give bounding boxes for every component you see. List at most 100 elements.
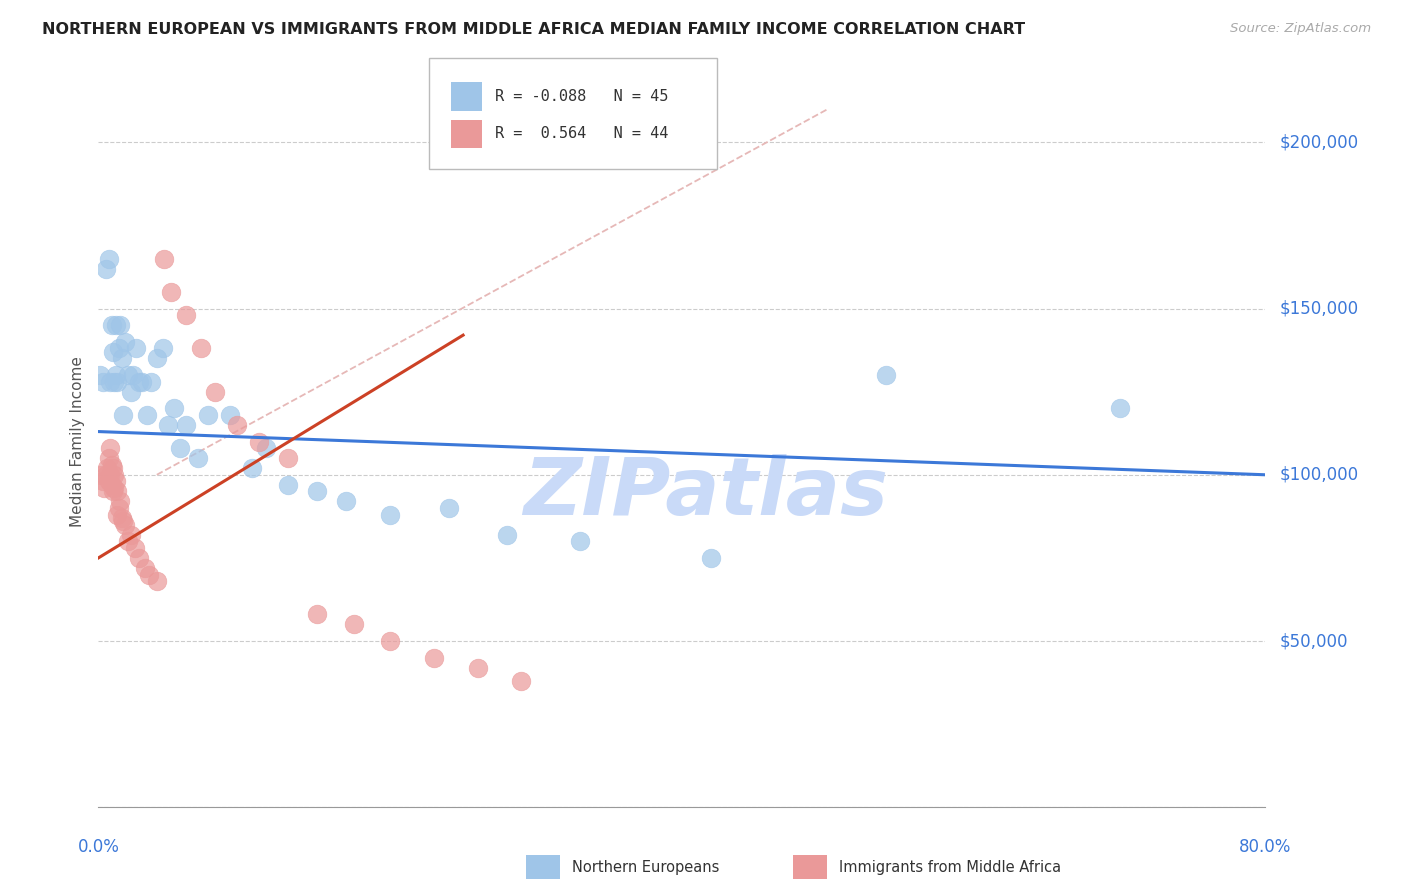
Point bbox=[875, 368, 897, 382]
Point bbox=[380, 634, 402, 648]
Text: $200,000: $200,000 bbox=[1279, 133, 1358, 152]
Point bbox=[204, 384, 226, 399]
Point bbox=[152, 342, 174, 356]
Point bbox=[343, 617, 366, 632]
Point bbox=[103, 481, 125, 495]
Point bbox=[104, 318, 127, 333]
Point bbox=[101, 344, 124, 359]
Point bbox=[93, 481, 115, 495]
Point bbox=[100, 318, 122, 333]
Point bbox=[247, 434, 270, 449]
Text: Source: ZipAtlas.com: Source: ZipAtlas.com bbox=[1230, 22, 1371, 36]
Point bbox=[146, 351, 169, 366]
Point bbox=[134, 561, 156, 575]
Point bbox=[139, 375, 162, 389]
Text: $50,000: $50,000 bbox=[1279, 632, 1348, 650]
Point bbox=[91, 475, 114, 489]
Text: NORTHERN EUROPEAN VS IMMIGRANTS FROM MIDDLE AFRICA MEDIAN FAMILY INCOME CORRELAT: NORTHERN EUROPEAN VS IMMIGRANTS FROM MID… bbox=[42, 22, 1025, 37]
Point bbox=[174, 308, 197, 322]
Point bbox=[135, 408, 157, 422]
Point bbox=[100, 458, 122, 472]
Point bbox=[120, 384, 142, 399]
Point bbox=[190, 342, 212, 356]
Point bbox=[124, 541, 146, 555]
Point bbox=[90, 467, 112, 482]
Point bbox=[105, 375, 128, 389]
Point bbox=[510, 673, 533, 688]
Point bbox=[467, 660, 489, 674]
Point bbox=[157, 417, 180, 432]
Point bbox=[97, 475, 120, 489]
Point bbox=[110, 494, 132, 508]
Point bbox=[104, 475, 127, 489]
Point bbox=[122, 368, 145, 382]
Point bbox=[105, 508, 128, 522]
Text: $100,000: $100,000 bbox=[1279, 466, 1358, 483]
Point bbox=[197, 408, 219, 422]
Point bbox=[277, 477, 299, 491]
Text: R = -0.088   N = 45: R = -0.088 N = 45 bbox=[495, 89, 668, 103]
Point bbox=[110, 318, 132, 333]
Point bbox=[131, 375, 153, 389]
Point bbox=[112, 408, 135, 422]
Point bbox=[96, 461, 118, 475]
Point bbox=[120, 527, 142, 541]
Point bbox=[160, 285, 183, 299]
Point bbox=[423, 650, 446, 665]
Text: ZIPatlas: ZIPatlas bbox=[523, 454, 887, 532]
Point bbox=[112, 514, 135, 528]
Point bbox=[307, 607, 329, 622]
Point bbox=[98, 467, 121, 482]
Point bbox=[128, 375, 150, 389]
Point bbox=[94, 467, 117, 482]
Point bbox=[153, 252, 176, 266]
Text: Immigrants from Middle Africa: Immigrants from Middle Africa bbox=[839, 860, 1062, 874]
Point bbox=[114, 517, 136, 532]
Text: R =  0.564   N = 44: R = 0.564 N = 44 bbox=[495, 127, 668, 141]
Point bbox=[307, 484, 329, 499]
Point bbox=[277, 451, 299, 466]
Point bbox=[240, 461, 263, 475]
Point bbox=[163, 401, 186, 416]
Point bbox=[146, 574, 169, 589]
Point bbox=[125, 342, 148, 356]
Point bbox=[117, 534, 139, 549]
Point bbox=[1108, 401, 1130, 416]
Text: 0.0%: 0.0% bbox=[77, 838, 120, 855]
Point bbox=[218, 408, 240, 422]
Point bbox=[111, 511, 134, 525]
Point bbox=[97, 252, 120, 266]
Point bbox=[108, 342, 131, 356]
Point bbox=[254, 441, 277, 455]
Point bbox=[335, 494, 357, 508]
Point bbox=[104, 368, 127, 382]
Point bbox=[100, 477, 122, 491]
Point bbox=[103, 467, 125, 482]
Point bbox=[174, 417, 197, 432]
Point bbox=[114, 334, 136, 349]
Point bbox=[101, 484, 124, 499]
Point bbox=[103, 375, 125, 389]
Point bbox=[496, 527, 519, 541]
Point bbox=[187, 451, 209, 466]
Point bbox=[91, 375, 114, 389]
Point bbox=[101, 461, 124, 475]
Point bbox=[117, 368, 139, 382]
Point bbox=[89, 368, 111, 382]
Y-axis label: Median Family Income: Median Family Income bbox=[70, 356, 86, 527]
Point bbox=[128, 550, 150, 565]
Point bbox=[437, 501, 460, 516]
Point bbox=[380, 508, 402, 522]
Point bbox=[98, 441, 121, 455]
Text: Northern Europeans: Northern Europeans bbox=[572, 860, 720, 874]
Point bbox=[97, 451, 120, 466]
Point bbox=[105, 484, 128, 499]
Point bbox=[568, 534, 591, 549]
Point bbox=[111, 351, 134, 366]
Text: $150,000: $150,000 bbox=[1279, 300, 1358, 318]
Point bbox=[108, 501, 131, 516]
Point bbox=[138, 567, 160, 582]
Point bbox=[700, 550, 723, 565]
Point bbox=[94, 261, 117, 276]
Point bbox=[226, 417, 249, 432]
